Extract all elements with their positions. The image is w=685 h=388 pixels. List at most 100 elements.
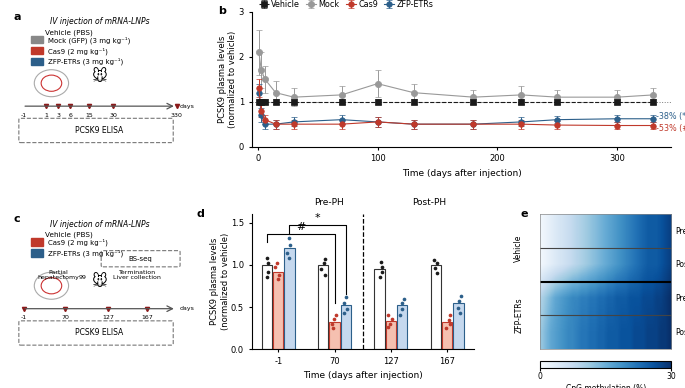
Bar [375, 269, 385, 349]
Text: Vehicle (PBS): Vehicle (PBS) [45, 232, 92, 238]
Text: Vehicle: Vehicle [514, 234, 523, 262]
Point [262, 255, 273, 261]
Text: 330: 330 [171, 113, 183, 118]
Point [329, 316, 340, 322]
Point [443, 317, 454, 323]
Text: -53% (#): -53% (#) [656, 124, 685, 133]
Point [274, 272, 285, 278]
Point [284, 241, 295, 248]
Bar [262, 265, 272, 349]
Text: Pre-PH: Pre-PH [675, 227, 685, 236]
Text: PCSK9 ELISA: PCSK9 ELISA [75, 126, 123, 135]
Bar [31, 249, 43, 257]
Text: ZFP-ETRs: ZFP-ETRs [514, 298, 523, 333]
Text: days: days [180, 306, 195, 311]
Point [342, 306, 353, 312]
Point [327, 325, 338, 331]
Text: 15: 15 [86, 113, 93, 118]
Point [315, 266, 326, 272]
Text: ZFP-ETRs (3 mg kg⁻¹): ZFP-ETRs (3 mg kg⁻¹) [48, 58, 123, 65]
Bar [397, 305, 408, 349]
Text: 3: 3 [56, 113, 60, 118]
Bar [386, 321, 396, 349]
Point [432, 270, 443, 276]
Bar [31, 47, 43, 54]
Point [397, 306, 408, 312]
Text: 70: 70 [61, 315, 69, 320]
Point [376, 264, 387, 270]
Text: Cas9 (2 mg kg⁻¹): Cas9 (2 mg kg⁻¹) [48, 239, 108, 246]
Text: -38% (*): -38% (*) [656, 112, 685, 121]
Bar [318, 265, 328, 349]
Text: Mock (GFP) (3 mg kg⁻¹): Mock (GFP) (3 mg kg⁻¹) [48, 36, 130, 44]
Point [339, 300, 350, 306]
Point [319, 256, 330, 262]
Point [330, 312, 341, 319]
Text: Post-PH: Post-PH [675, 260, 685, 269]
Point [396, 300, 407, 306]
Point [386, 316, 397, 322]
Text: 167: 167 [142, 315, 153, 320]
Point [383, 324, 394, 330]
Point [272, 260, 283, 266]
Point [338, 310, 349, 316]
Point [262, 274, 273, 281]
Text: 127: 127 [102, 315, 114, 320]
Text: #: # [296, 222, 306, 232]
Text: Partial
hepatectomy: Partial hepatectomy [38, 270, 79, 281]
Text: BS-seq: BS-seq [129, 256, 153, 262]
Point [375, 274, 386, 280]
Y-axis label: PCSK9 plasma levels
(normalized to vehicle): PCSK9 plasma levels (normalized to vehic… [218, 31, 237, 128]
Text: Pre-PH: Pre-PH [675, 294, 685, 303]
Point [340, 294, 351, 300]
Bar [31, 36, 43, 43]
Point [429, 265, 440, 271]
X-axis label: CpG methylation (%): CpG methylation (%) [566, 384, 646, 388]
Text: PCSK9 ELISA: PCSK9 ELISA [75, 329, 123, 338]
Text: days: days [180, 104, 195, 109]
Y-axis label: PCSK9 plasma levels
(normalized to vehicle): PCSK9 plasma levels (normalized to vehic… [210, 233, 229, 330]
Text: a: a [14, 12, 21, 22]
Point [429, 256, 440, 263]
Bar [329, 322, 340, 349]
Bar [273, 272, 284, 349]
Point [272, 276, 283, 282]
Point [284, 235, 295, 241]
Text: 🐭: 🐭 [92, 69, 108, 84]
Text: 99: 99 [78, 275, 86, 280]
Text: Post-PH: Post-PH [412, 198, 447, 208]
Text: Termination
Liver collection: Termination Liver collection [113, 270, 161, 281]
Point [455, 310, 466, 316]
Text: Vehicle (PBS): Vehicle (PBS) [45, 29, 92, 36]
Point [383, 312, 394, 319]
Point [376, 259, 387, 265]
X-axis label: Time (days after injection): Time (days after injection) [401, 169, 521, 178]
Text: Cas9 (2 mg kg⁻¹): Cas9 (2 mg kg⁻¹) [48, 47, 108, 55]
Point [376, 268, 387, 275]
Bar [442, 322, 452, 349]
Bar [31, 57, 43, 65]
Text: Pre-PH: Pre-PH [314, 198, 345, 208]
Point [453, 298, 464, 304]
Point [262, 268, 273, 275]
Point [440, 325, 451, 331]
Text: 🐭: 🐭 [92, 274, 108, 289]
Point [456, 293, 466, 299]
Text: -1: -1 [21, 113, 27, 118]
Point [452, 305, 463, 311]
Point [326, 321, 337, 327]
Point [319, 260, 329, 266]
Legend: Vehicle, Mock, Cas9, ZFP-ETRs: Vehicle, Mock, Cas9, ZFP-ETRs [256, 0, 436, 12]
Text: -1: -1 [21, 315, 27, 320]
Text: Post-PH: Post-PH [675, 328, 685, 337]
Text: c: c [14, 214, 21, 224]
Text: 6: 6 [68, 113, 72, 118]
Point [384, 321, 395, 327]
Point [270, 264, 281, 270]
Point [262, 260, 273, 266]
Point [284, 255, 295, 261]
Point [282, 250, 292, 256]
Bar [284, 248, 295, 349]
Text: *: * [315, 213, 321, 223]
Text: IV injection of mRNA-LNPs: IV injection of mRNA-LNPs [49, 17, 149, 26]
